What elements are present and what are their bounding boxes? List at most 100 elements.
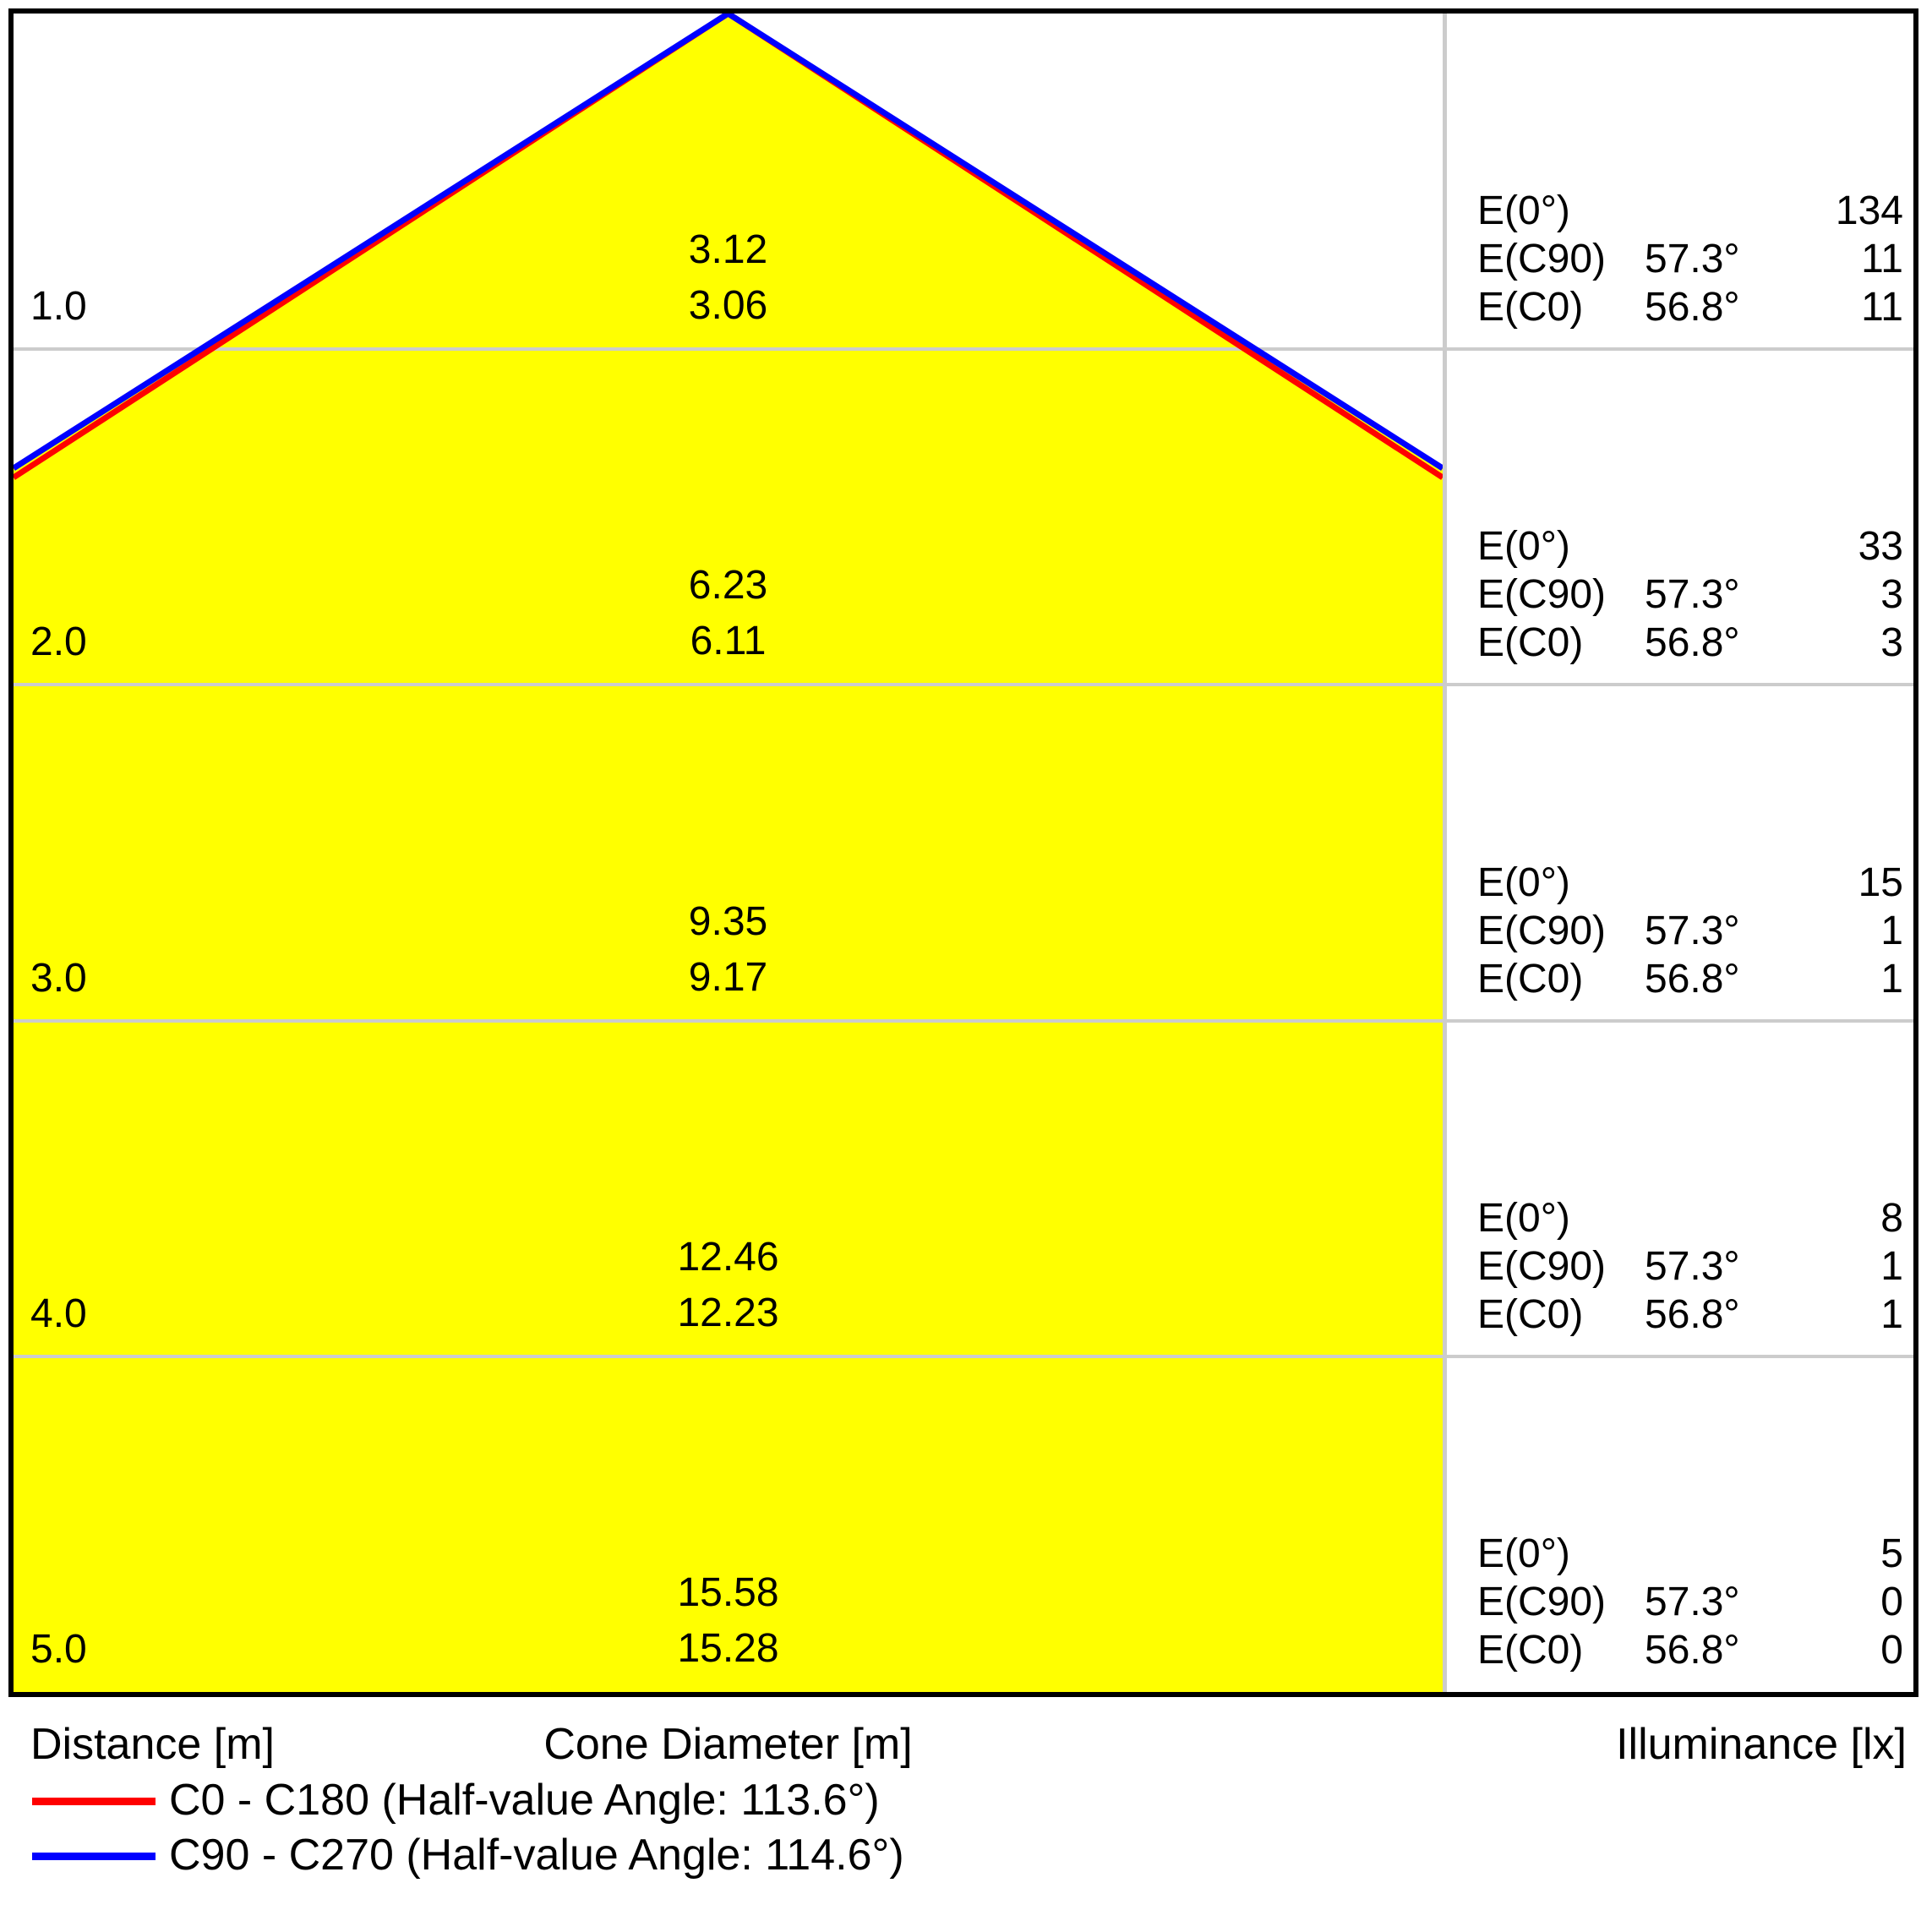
illuminance-line: E(0°) 15	[1477, 859, 1903, 907]
cone-diameter-values: 3.12 3.06	[14, 222, 1443, 334]
cone-diameter-c90: 3.12	[688, 227, 768, 272]
illuminance-angle: 57.3°	[1645, 1244, 1740, 1289]
illuminance-value: 1	[1880, 909, 1903, 953]
cone-diameter-values: 15.58 15.28	[14, 1565, 1443, 1677]
illuminance-label: E(0°)	[1477, 188, 1570, 233]
cone-diameter-values: 6.23 6.11	[14, 558, 1443, 669]
illuminance-label: E(C90)	[1477, 1244, 1607, 1289]
light-cone-chart	[14, 14, 1443, 1692]
illuminance-label: E(C90)	[1477, 237, 1607, 281]
illuminance-value: 0	[1880, 1628, 1903, 1673]
illuminance-line: E(C90) 57.3° 1	[1477, 907, 1903, 955]
cone-diameter-c90: 15.58	[677, 1570, 779, 1615]
illuminance-label: E(0°)	[1477, 1196, 1570, 1241]
cone-diameter-c90: 12.46	[677, 1235, 779, 1280]
illuminance-value: 3	[1880, 572, 1903, 617]
illuminance-label: E(C0)	[1477, 1628, 1584, 1673]
illuminance-line: E(0°) 5	[1477, 1530, 1903, 1578]
row-divider	[1443, 1355, 1913, 1358]
cone-fill-area	[14, 14, 1443, 1692]
illuminance-angle	[1645, 859, 1785, 907]
illuminance-label: E(C90)	[1477, 1580, 1607, 1624]
cone-diameter-c0: 12.23	[677, 1291, 779, 1335]
legend-label-c0-c180: C0 - C180 (Half-value Angle: 113.6°)	[169, 1776, 880, 1825]
legend-swatch-c0-c180	[32, 1798, 156, 1805]
illuminance-value: 134	[1835, 188, 1903, 233]
illuminance-angle	[1645, 1530, 1785, 1578]
illuminance-value: 11	[1861, 237, 1903, 281]
illuminance-angle: 57.3°	[1645, 909, 1740, 953]
row-divider	[1443, 347, 1913, 351]
row-divider	[1443, 1019, 1913, 1023]
illuminance-label: E(C90)	[1477, 909, 1607, 953]
illuminance-angle: 56.8°	[1645, 1628, 1740, 1673]
distance-label: 4.0	[30, 1291, 87, 1336]
illuminance-angle: 56.8°	[1645, 620, 1740, 665]
illuminance-label: E(0°)	[1477, 1531, 1570, 1576]
cone-diameter-c0: 6.11	[690, 619, 767, 663]
illuminance-value: 11	[1861, 285, 1903, 330]
illuminance-label: E(0°)	[1477, 524, 1570, 569]
cone-diameter-c90: 6.23	[688, 563, 768, 608]
illuminance-line: E(C0) 56.8° 1	[1477, 1291, 1903, 1339]
cone-diameter-column-header: Cone Diameter [m]	[543, 1720, 913, 1769]
column-divider	[1443, 14, 1447, 1692]
illuminance-label: E(C0)	[1477, 285, 1584, 330]
illuminance-angle: 56.8°	[1645, 1292, 1740, 1337]
illuminance-block: E(0°) 8 E(C90) 57.3° 1 E(C0) 56.8° 1	[1477, 1194, 1903, 1339]
row-divider	[1443, 683, 1913, 686]
illuminance-angle: 56.8°	[1645, 957, 1740, 1001]
illuminance-label: E(C0)	[1477, 1292, 1584, 1337]
cone-diameter-c90: 9.35	[688, 899, 768, 944]
illuminance-block: E(0°) 5 E(C90) 57.3° 0 E(C0) 56.8° 0	[1477, 1530, 1903, 1674]
illuminance-value: 3	[1880, 620, 1903, 665]
illuminance-value: 8	[1880, 1196, 1903, 1241]
distance-label: 5.0	[30, 1627, 87, 1672]
illuminance-value: 1	[1880, 957, 1903, 1001]
illuminance-line: E(0°) 134	[1477, 187, 1903, 235]
distance-label: 3.0	[30, 956, 87, 1001]
illuminance-line: E(0°) 8	[1477, 1194, 1903, 1242]
illuminance-angle: 57.3°	[1645, 572, 1740, 617]
distance-label: 1.0	[30, 284, 87, 329]
illuminance-line: E(0°) 33	[1477, 522, 1903, 570]
illuminance-value: 5	[1880, 1531, 1903, 1576]
illuminance-line: E(C0) 56.8° 3	[1477, 619, 1903, 667]
cone-diameter-values: 9.35 9.17	[14, 894, 1443, 1006]
cone-diameter-c0: 3.06	[688, 283, 768, 328]
illuminance-angle: 56.8°	[1645, 285, 1740, 330]
illuminance-label: E(C0)	[1477, 620, 1584, 665]
cone-diameter-values: 12.46 12.23	[14, 1230, 1443, 1341]
illuminance-angle: 57.3°	[1645, 1580, 1740, 1624]
illuminance-block: E(0°) 134 E(C90) 57.3° 11 E(C0) 56.8° 11	[1477, 187, 1903, 331]
illuminance-line: E(C0) 56.8° 0	[1477, 1626, 1903, 1674]
illuminance-value: 1	[1880, 1244, 1903, 1289]
c90-c270-line	[14, 14, 1443, 471]
illuminance-angle: 57.3°	[1645, 237, 1740, 281]
illuminance-line: E(C0) 56.8° 11	[1477, 283, 1903, 331]
illuminance-value: 15	[1858, 860, 1903, 905]
illuminance-angle	[1645, 522, 1785, 570]
illuminance-angle	[1645, 187, 1785, 235]
distance-column-header: Distance [m]	[30, 1720, 275, 1769]
illuminance-line: E(C0) 56.8° 1	[1477, 955, 1903, 1003]
illuminance-value: 1	[1880, 1292, 1903, 1337]
illuminance-value: 0	[1880, 1580, 1903, 1624]
distance-label: 2.0	[30, 619, 87, 664]
illuminance-block: E(0°) 33 E(C90) 57.3° 3 E(C0) 56.8° 3	[1477, 522, 1903, 667]
illuminance-angle	[1645, 1194, 1785, 1242]
cone-diameter-c0: 9.17	[688, 955, 768, 1000]
illuminance-label: E(C0)	[1477, 957, 1584, 1001]
c0-c180-line	[14, 14, 1443, 480]
illuminance-line: E(C90) 57.3° 0	[1477, 1578, 1903, 1626]
illuminance-column-header: Illuminance [lx]	[1616, 1720, 1907, 1769]
illuminance-line: E(C90) 57.3° 1	[1477, 1242, 1903, 1291]
cone-diameter-c0: 15.28	[677, 1626, 779, 1671]
illuminance-line: E(C90) 57.3° 3	[1477, 570, 1903, 619]
legend-swatch-c90-c270	[32, 1853, 156, 1860]
illuminance-label: E(C90)	[1477, 572, 1607, 617]
illuminance-label: E(0°)	[1477, 860, 1570, 905]
illuminance-line: E(C90) 57.3° 11	[1477, 235, 1903, 283]
illuminance-block: E(0°) 15 E(C90) 57.3° 1 E(C0) 56.8° 1	[1477, 859, 1903, 1003]
